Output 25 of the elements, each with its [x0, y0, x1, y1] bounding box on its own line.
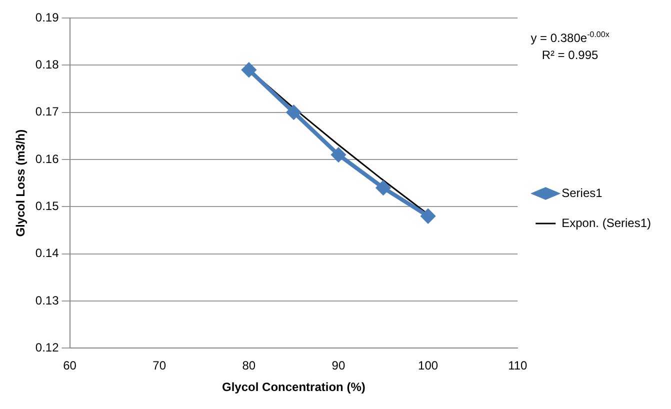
y-tick-label: 0.18	[35, 57, 60, 72]
point	[242, 62, 256, 77]
text: y = 0.380e$^{-0.00x}$	[530, 29, 610, 47]
y-tick-label: 0.17	[35, 104, 60, 119]
legend-label: Expon. (Series1)	[562, 216, 652, 230]
x-axis-title: Glycol Concentration (%)	[222, 380, 366, 394]
point	[286, 105, 301, 120]
point	[421, 209, 436, 224]
text: R² = 0.995	[540, 47, 600, 64]
point	[376, 180, 390, 195]
x-tick-label: 100	[418, 358, 438, 373]
y-tick-label: 0.13	[35, 293, 60, 308]
x-tick-label: 80	[242, 358, 256, 373]
x-tick-label: 90	[332, 358, 346, 373]
y-axis-title: Glycol Loss (m3/h)	[14, 129, 28, 237]
y-tick-label: 0.15	[35, 199, 60, 213]
x-tick-label: 110	[508, 358, 528, 373]
y-tick-label: 0.14	[35, 246, 60, 260]
x-tick-label: 60	[63, 358, 77, 373]
legend-label: Series1	[562, 186, 603, 200]
y-tick-label: 0.19	[35, 10, 60, 24]
point	[331, 148, 346, 162]
x-tick-label: 70	[152, 358, 166, 373]
y-tick-label: 0.12	[35, 340, 60, 355]
y-tick-label: 0.16	[35, 152, 60, 166]
